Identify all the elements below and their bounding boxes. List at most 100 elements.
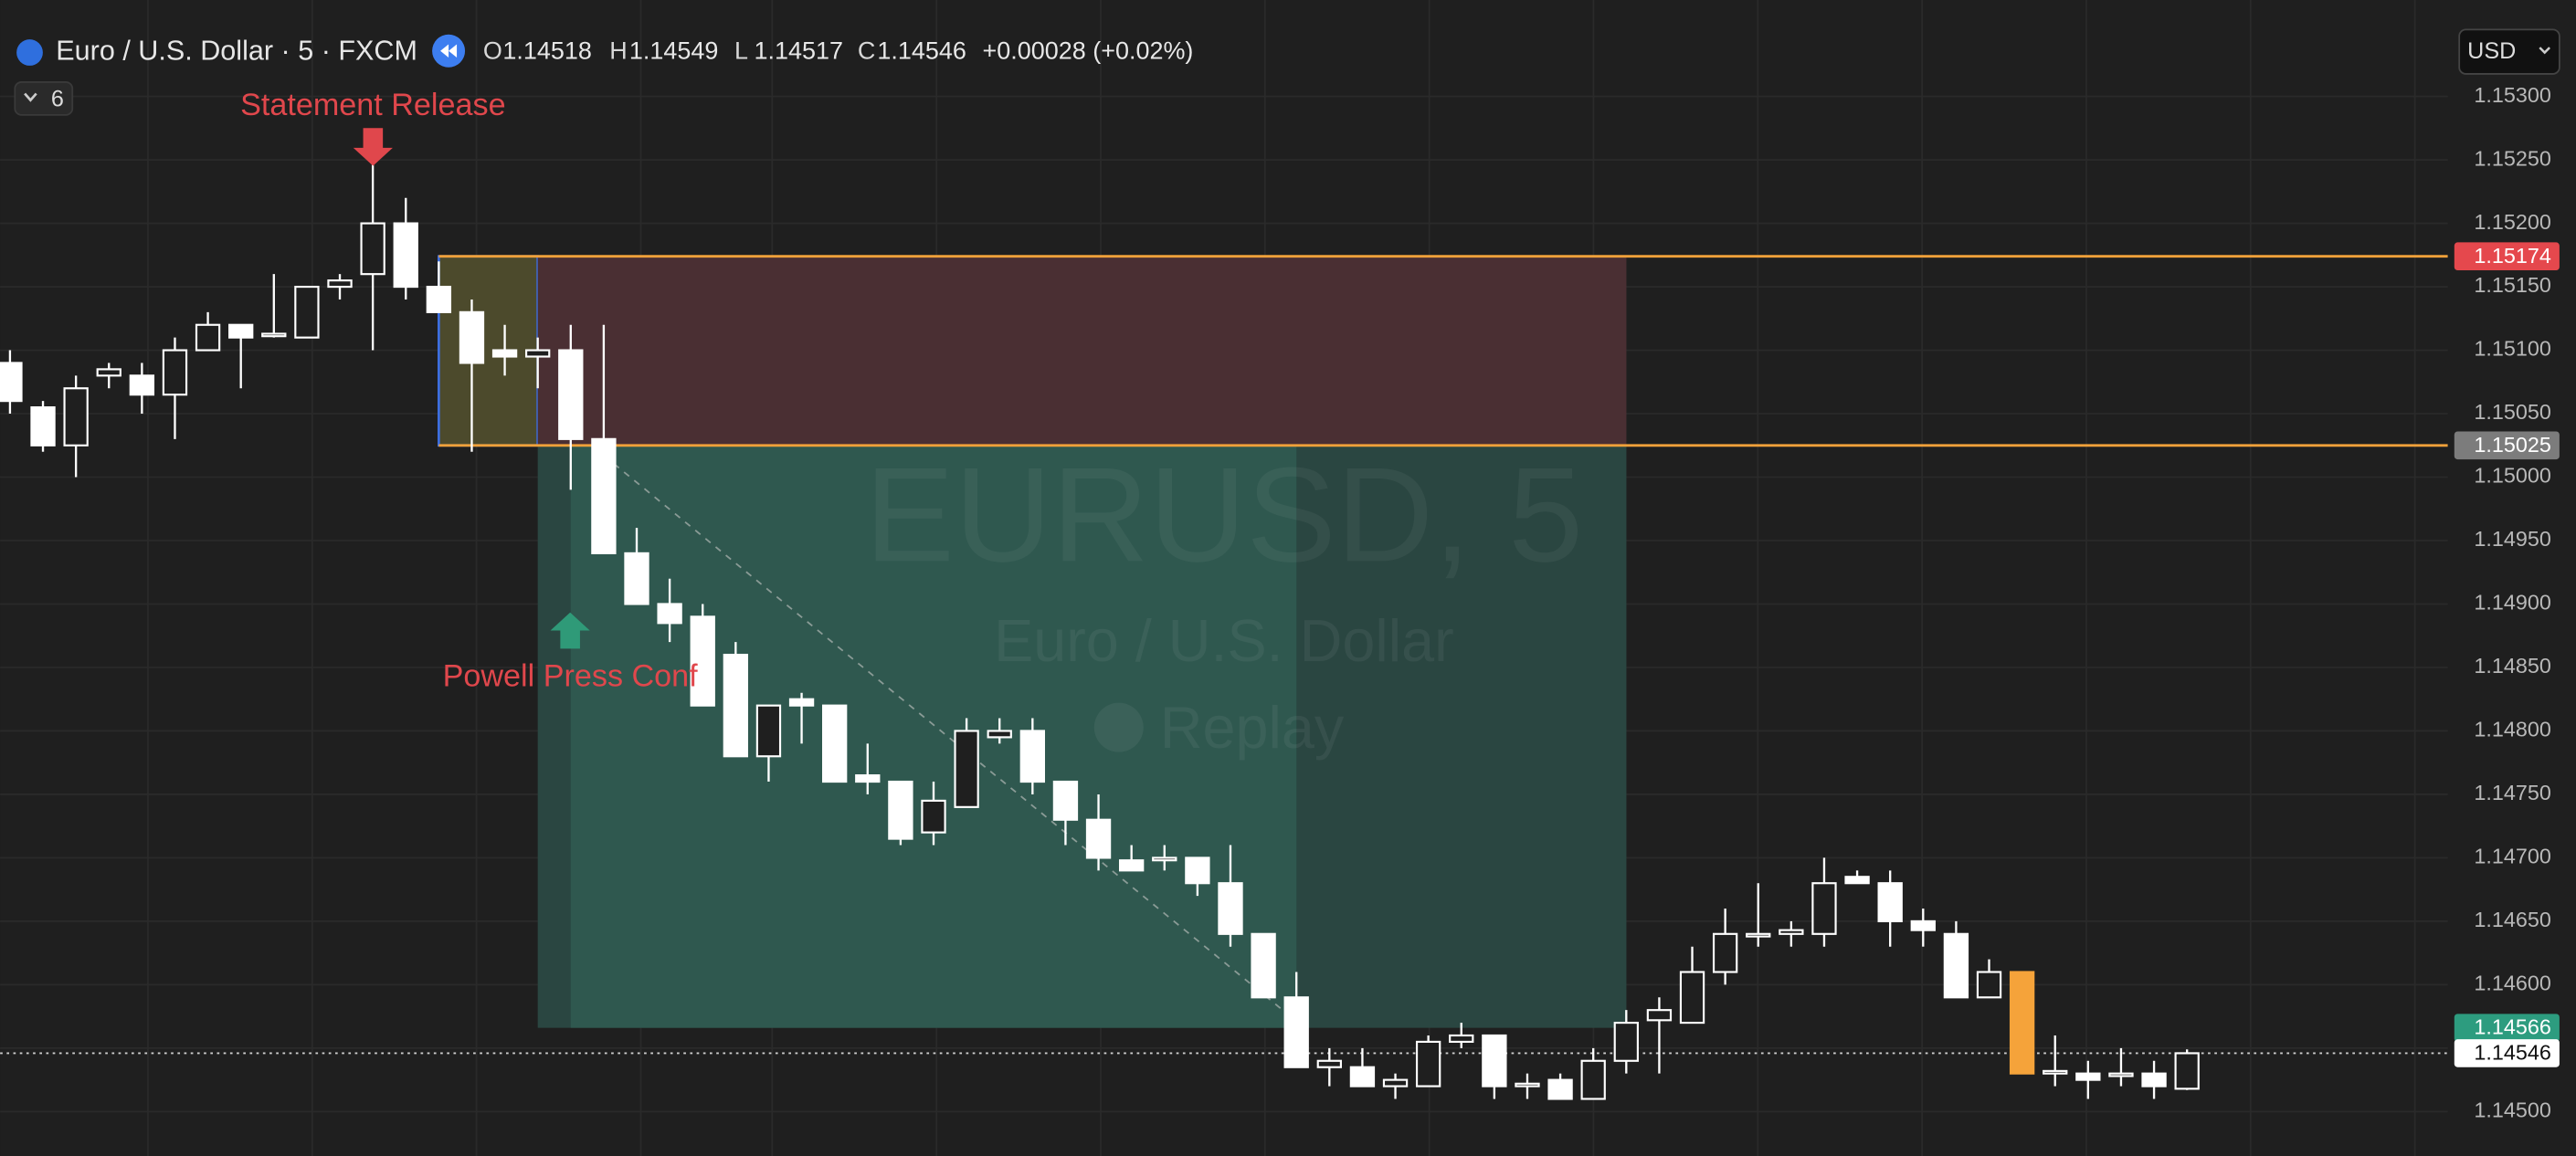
ohlc-key: O [483,37,502,65]
candle-body [2108,1072,2134,1077]
ohlc-key: H [609,37,627,65]
candle-body [2009,971,2035,1075]
candle-body [96,368,121,377]
candle-body [1019,730,1045,783]
candle-body [1251,932,1276,999]
olive-box [438,255,540,447]
ohlc-value: 1.14549 [629,37,719,65]
y-tick-label: 1.15050 [2474,400,2550,424]
candle-body [954,730,979,808]
candle-body [30,406,56,447]
candle-body [491,349,518,358]
candle-body [624,552,649,605]
candle-body [1811,882,1837,935]
candle-body [558,349,584,440]
candle-body [1515,1082,1540,1088]
candle-body [426,285,452,313]
y-tick-label: 1.15300 [2474,83,2550,107]
y-tick-label: 1.14600 [2474,972,2550,995]
candle-body [723,653,749,758]
stop-zone [537,256,1627,446]
currency-label: USD [2467,38,2516,64]
candle-body [2043,1069,2068,1075]
candle-body [2174,1052,2200,1090]
candle-body [63,387,89,447]
price-tag-label: 1.15025 [2474,433,2550,457]
annotations: Statement Release Powell Press Conf [240,88,698,694]
y-tick-label: 1.14500 [2474,1098,2550,1122]
candle-body [261,332,287,338]
indicator-count: 6 [51,86,64,111]
candle-body [1613,1022,1639,1062]
candle-body [393,222,418,289]
candle-body [1877,882,1903,922]
candle-body [987,730,1012,739]
y-tick-label: 1.14900 [2474,591,2550,615]
y-tick-label: 1.14850 [2474,654,2550,678]
candle-body [195,323,221,352]
candle-body [1185,856,1210,885]
candle-body [1218,882,1243,935]
candle-body [822,704,848,783]
candle-body [888,780,913,840]
ohlc-value: 1.14546 [877,37,966,65]
ohlc-value: 1.14518 [502,37,592,65]
candle-body [1779,929,1804,935]
y-tick-label: 1.15250 [2474,146,2550,170]
watermark-name: Euro / U.S. Dollar [994,607,1454,674]
candle-body [755,704,782,758]
price-tag [2454,1014,2560,1042]
watermark-ticker: EURUSD, 5 [865,440,1584,590]
candle-body [2141,1072,2167,1088]
price-tag-label: 1.14546 [2474,1041,2550,1065]
change-value: +0.00028 (+0.02%) [983,37,1194,65]
candle-body [0,362,23,403]
price-tag [2454,431,2560,460]
annotation: Powell Press Conf [443,659,699,694]
y-tick-label: 1.14650 [2474,908,2550,931]
candle-body [327,279,353,289]
candle-body [657,603,682,625]
candle-body [459,310,485,364]
candle-body [855,774,881,783]
ohlc-key: C [858,37,875,65]
candle-body [788,698,815,707]
candle-body [228,323,254,339]
price-tag [2454,1039,2560,1067]
replay-icon [1093,702,1144,752]
candle-body [360,222,385,276]
trend-line [603,455,1297,1023]
candle-body [1547,1078,1573,1100]
price-tag-label: 1.14566 [2474,1015,2550,1039]
candle-body [1283,996,1309,1068]
y-tick-label: 1.14700 [2474,845,2550,868]
candle-body [1580,1059,1606,1100]
header: Euro / U.S. Dollar · 5 · FXCM 6 USD O 1.1… [14,28,2560,116]
y-tick-label: 1.15200 [2474,210,2550,234]
candle-body [1052,780,1079,821]
candle-body [690,615,715,707]
candle-body [1085,818,1112,859]
chevron [2539,47,2550,55]
candle-body [1316,1059,1342,1068]
currency-button[interactable] [2458,28,2560,75]
price-tag [2454,242,2560,271]
candle-body [1152,856,1177,862]
y-tick-label: 1.15000 [2474,464,2550,488]
candle-body [1118,859,1145,872]
candle-body [129,374,155,396]
candle-body [294,285,320,339]
candle-body [921,799,946,834]
candle-body [1646,1009,1673,1022]
indicator-toggle[interactable] [14,81,74,116]
candle-body [1844,876,1870,885]
annotation: Statement Release [240,88,506,122]
watermark-mode: Replay [1160,694,1345,761]
candle-body [1482,1034,1507,1088]
candle-body [2075,1072,2101,1081]
ohlc-key: L [734,37,748,65]
candle-body [1449,1034,1474,1044]
candle-body [591,437,617,554]
